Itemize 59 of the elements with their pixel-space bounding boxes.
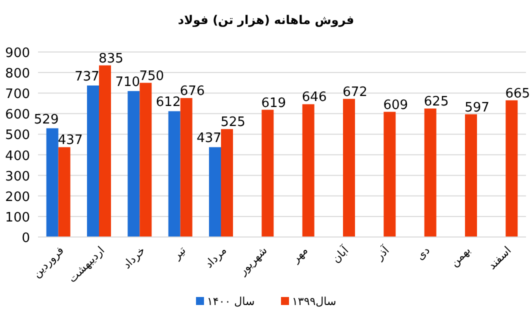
bar bbox=[302, 104, 314, 237]
bar bbox=[262, 110, 274, 237]
x-tick-label: بهمن bbox=[448, 244, 474, 270]
data-label: 437 bbox=[196, 131, 222, 146]
data-label: 597 bbox=[464, 100, 490, 116]
bar bbox=[424, 108, 436, 237]
data-label: 529 bbox=[34, 112, 59, 128]
bar bbox=[87, 86, 99, 237]
x-tick-label: آبان bbox=[328, 242, 352, 266]
chart-title: فروش ماهانه (هزار تن) فولاد bbox=[178, 13, 354, 27]
y-tick-label: 800 bbox=[5, 66, 30, 82]
x-tick-label: فروردین bbox=[30, 244, 66, 280]
bar bbox=[221, 129, 233, 237]
x-tick-label: اردیبهشت bbox=[66, 244, 108, 286]
data-label: 619 bbox=[261, 96, 286, 111]
bar bbox=[168, 111, 180, 237]
bar bbox=[58, 147, 70, 237]
x-tick-label: تیر bbox=[170, 244, 188, 263]
data-label: 612 bbox=[156, 95, 181, 110]
bar bbox=[465, 114, 477, 237]
data-label: 437 bbox=[58, 133, 83, 148]
data-label: 646 bbox=[302, 90, 327, 106]
y-tick-label: 600 bbox=[5, 108, 30, 123]
data-label: 672 bbox=[342, 84, 368, 100]
x-tick-label: خرداد bbox=[120, 244, 148, 272]
y-tick-label: 200 bbox=[5, 190, 30, 205]
x-tick-label: آذر bbox=[372, 242, 392, 264]
data-label: 710 bbox=[115, 75, 140, 90]
data-label: 737 bbox=[74, 70, 100, 85]
x-tick-label: مهر bbox=[288, 244, 311, 266]
y-tick-label: 900 bbox=[5, 46, 30, 61]
bar bbox=[209, 147, 221, 237]
x-tick-label: دی bbox=[414, 244, 433, 263]
y-tick-label: 100 bbox=[5, 210, 30, 226]
legend-label: سال ۱۴۰۰ bbox=[207, 295, 255, 308]
y-tick-label: 300 bbox=[5, 169, 30, 184]
data-label: 750 bbox=[139, 68, 164, 84]
data-label: 625 bbox=[424, 94, 449, 110]
data-label: 525 bbox=[220, 115, 246, 130]
bar bbox=[343, 98, 355, 237]
legend-label: سال۱۳۹۹ bbox=[292, 295, 336, 308]
data-label: 676 bbox=[180, 84, 205, 100]
y-tick-label: 700 bbox=[5, 87, 30, 102]
data-label: 609 bbox=[383, 98, 408, 113]
data-label: 665 bbox=[505, 86, 530, 102]
bar bbox=[46, 128, 58, 237]
x-tick-label: مرداد bbox=[202, 244, 230, 271]
bar bbox=[180, 98, 192, 237]
bar bbox=[99, 65, 111, 237]
x-tick-label: اسفند bbox=[486, 244, 514, 272]
y-tick-label: 0 bbox=[22, 231, 30, 246]
y-tick-label: 400 bbox=[5, 148, 30, 164]
bar bbox=[506, 100, 518, 237]
data-label: 835 bbox=[98, 51, 124, 66]
bar bbox=[140, 82, 152, 237]
bar bbox=[128, 91, 140, 237]
bar bbox=[384, 112, 396, 237]
x-tick-label: شهریور bbox=[236, 244, 270, 278]
y-tick-label: 500 bbox=[5, 128, 30, 144]
